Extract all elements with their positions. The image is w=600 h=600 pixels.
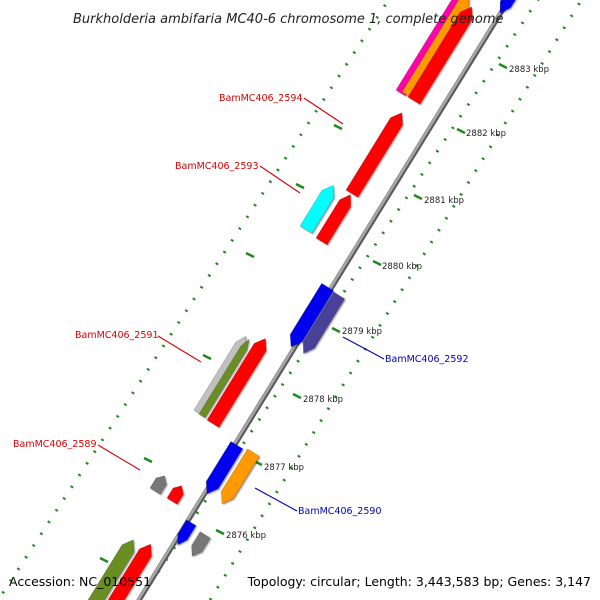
tick-mark xyxy=(292,392,302,400)
gene-features xyxy=(87,0,516,600)
gene-arrow xyxy=(499,0,516,14)
tick-label: 2878 kbp xyxy=(303,395,343,405)
gene-arrow xyxy=(289,282,335,348)
tick-label: 2881 kbp xyxy=(424,196,464,206)
tick-label: 2877 kbp xyxy=(264,463,304,473)
gene-arrow xyxy=(177,519,197,546)
gene-arrow xyxy=(345,112,403,198)
gene-arrow xyxy=(299,184,335,234)
topology-text: Topology: circular; Length: 3,443,583 bp… xyxy=(247,574,591,589)
gene-label[interactable]: BamMC406_2594 xyxy=(219,93,302,104)
label-leader xyxy=(254,487,298,512)
gene-arrow xyxy=(407,6,473,105)
tick-mark xyxy=(99,556,109,564)
tick-mark xyxy=(372,259,382,267)
tick-marks xyxy=(99,62,508,564)
label-leader xyxy=(157,335,202,363)
gene-arrow xyxy=(198,338,250,419)
gene-label[interactable]: BamMC406_2592 xyxy=(385,354,468,365)
label-leader xyxy=(342,336,385,360)
gene-arrow xyxy=(220,448,260,505)
gene-arrow xyxy=(206,338,267,428)
gene-labels: BamMC406_2594 BamMC406_2593 BamMC406_259… xyxy=(13,93,468,517)
tick-mark xyxy=(295,182,305,190)
gene-label[interactable]: BamMC406_2590 xyxy=(298,506,381,517)
gene-arrow xyxy=(166,485,184,505)
gene-arrow xyxy=(191,531,211,557)
tick-label: 2882 kbp xyxy=(466,129,506,139)
gene-label[interactable]: BamMC406_2593 xyxy=(175,161,258,172)
gene-arrow xyxy=(87,539,135,600)
label-leaders xyxy=(97,97,385,512)
tick-label: 2880 kbp xyxy=(382,262,422,272)
tick-labels: 2876 kbp 2877 kbp 2878 kbp 2879 kbp 2880… xyxy=(226,65,549,541)
tick-label: 2879 kbp xyxy=(342,327,382,337)
gene-arrow xyxy=(149,475,167,495)
tick-mark xyxy=(202,353,212,361)
tick-label: 2883 kbp xyxy=(509,65,549,75)
tick-mark xyxy=(498,62,508,70)
gene-arrow xyxy=(107,543,152,600)
tick-mark xyxy=(333,123,343,131)
tick-label: 2876 kbp xyxy=(226,531,266,541)
tick-mark xyxy=(215,528,225,536)
gene-label[interactable]: BamMC406_2591 xyxy=(75,330,158,341)
gene-arrow xyxy=(315,194,352,246)
accession-text: Accession: NC_010551 xyxy=(9,574,151,589)
tick-mark xyxy=(456,127,466,135)
gene-arrow xyxy=(205,441,244,495)
tick-mark xyxy=(245,251,255,259)
label-leader xyxy=(303,97,344,125)
gene-label[interactable]: BamMC406_2589 xyxy=(13,439,96,450)
tick-mark xyxy=(143,456,153,464)
label-leader xyxy=(259,165,301,194)
dotted-track xyxy=(208,0,584,600)
map-title: Burkholderia ambifaria MC40-6 chromosome… xyxy=(73,12,503,27)
gene-arrow xyxy=(302,291,346,354)
tick-mark xyxy=(413,193,423,201)
label-leader xyxy=(97,444,141,471)
tick-mark xyxy=(331,326,341,334)
